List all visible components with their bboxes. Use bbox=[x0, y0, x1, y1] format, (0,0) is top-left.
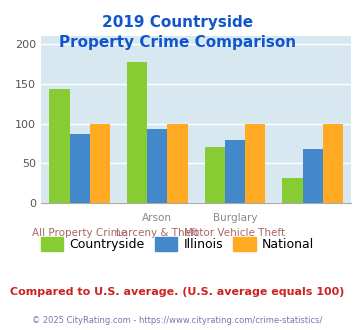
Bar bbox=[225, 140, 245, 203]
Text: 2019 Countryside: 2019 Countryside bbox=[102, 15, 253, 30]
Bar bbox=[127, 62, 147, 203]
Bar bbox=[245, 124, 265, 203]
Bar bbox=[302, 149, 323, 203]
Bar bbox=[49, 89, 70, 203]
Text: Larceny & Theft: Larceny & Theft bbox=[116, 228, 199, 238]
Text: © 2025 CityRating.com - https://www.cityrating.com/crime-statistics/: © 2025 CityRating.com - https://www.city… bbox=[32, 316, 323, 325]
Bar bbox=[282, 178, 302, 203]
Text: Property Crime Comparison: Property Crime Comparison bbox=[59, 35, 296, 50]
Bar bbox=[205, 148, 225, 203]
Bar bbox=[323, 124, 343, 203]
Legend: Countryside, Illinois, National: Countryside, Illinois, National bbox=[36, 232, 319, 256]
Bar bbox=[147, 129, 168, 203]
Text: Arson: Arson bbox=[142, 213, 172, 223]
Bar bbox=[90, 124, 110, 203]
Text: Motor Vehicle Theft: Motor Vehicle Theft bbox=[184, 228, 285, 238]
Text: Burglary: Burglary bbox=[213, 213, 257, 223]
Text: All Property Crime: All Property Crime bbox=[32, 228, 127, 238]
Bar bbox=[70, 134, 90, 203]
Text: Compared to U.S. average. (U.S. average equals 100): Compared to U.S. average. (U.S. average … bbox=[10, 287, 345, 297]
Bar bbox=[168, 124, 187, 203]
